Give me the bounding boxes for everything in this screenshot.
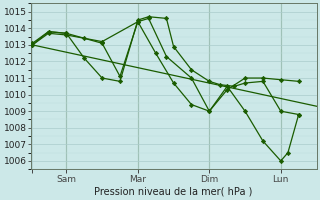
- X-axis label: Pression niveau de la mer( hPa ): Pression niveau de la mer( hPa ): [94, 187, 253, 197]
